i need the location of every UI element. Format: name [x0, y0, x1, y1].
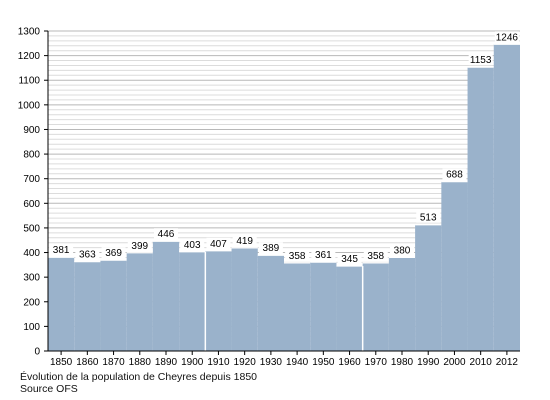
data-label-bg [311, 249, 336, 261]
y-tick-label: 1300 [18, 27, 41, 38]
y-tick-label: 400 [23, 248, 40, 259]
data-label: 358 [289, 251, 306, 262]
data-label: 358 [367, 251, 384, 262]
bar-1970 [362, 262, 389, 351]
y-tick-label: 300 [23, 273, 40, 284]
bar-1950 [310, 262, 337, 351]
data-label-bg [180, 238, 205, 250]
y-tick-label: 900 [23, 125, 40, 136]
data-label-bg [416, 211, 441, 223]
data-label: 361 [315, 250, 332, 261]
data-label: 381 [53, 245, 70, 256]
bar-1960 [336, 266, 363, 351]
y-tick-label: 600 [23, 199, 40, 210]
data-label: 513 [420, 213, 437, 224]
data-label: 1153 [470, 55, 492, 66]
axis-layer: 0 100 200 300 400 500 600 700 800 900 1000 1100 1200… [18, 27, 520, 368]
x-tick-label: 1910 [207, 357, 230, 368]
x-tick-label: 1850 [50, 357, 73, 368]
bar-1930 [257, 255, 284, 351]
data-label: 389 [263, 243, 280, 254]
bar-1870 [100, 260, 127, 351]
x-tick-label: 2000 [443, 357, 466, 368]
x-tick-label: 1960 [338, 357, 361, 368]
bar-1880 [126, 252, 153, 351]
data-label-bg [75, 248, 100, 260]
data-label-bg [127, 239, 152, 251]
data-label-bg [232, 234, 257, 246]
y-tick-label: 500 [23, 223, 40, 234]
data-label-bg [363, 249, 388, 261]
y-tick-label: 1200 [18, 51, 41, 62]
x-tick-label: 1900 [181, 357, 204, 368]
x-tick-label: 1870 [102, 357, 125, 368]
bar-1920 [231, 247, 258, 351]
data-label-bg [258, 242, 283, 254]
bar-2000 [441, 181, 468, 351]
y-tick-label: 0 [34, 347, 40, 358]
chart-svg: 0 100 200 300 400 500 600 700 800 900 1000 1100 1200… [18, 27, 520, 368]
data-label-bg [442, 168, 467, 180]
x-tick-label: 1930 [260, 357, 283, 368]
bar-2010 [467, 67, 494, 351]
bar-1990 [415, 224, 442, 351]
data-label: 407 [210, 239, 227, 250]
x-tick-label: 1970 [365, 357, 388, 368]
data-label: 403 [184, 240, 201, 251]
bar-1900 [179, 251, 206, 351]
x-tick-label: 1920 [234, 357, 257, 368]
y-tick-label: 1000 [18, 100, 41, 111]
data-label: 380 [394, 245, 411, 256]
data-label: 1246 [496, 32, 519, 43]
x-tick-label: 2012 [496, 357, 519, 368]
bar-1860 [74, 261, 101, 351]
data-label-bg [49, 244, 74, 256]
data-label: 688 [446, 170, 463, 181]
bar-2012 [493, 44, 520, 352]
bar-1980 [388, 257, 416, 351]
y-tick-label: 1100 [18, 76, 40, 87]
x-tick-label: 1880 [129, 357, 152, 368]
data-label-bg [337, 253, 362, 265]
data-label-bg [494, 31, 519, 43]
data-label-bg [101, 247, 126, 259]
y-tick-label: 100 [23, 322, 40, 333]
data-label: 363 [79, 250, 96, 261]
caption-title: Évolution de la population de Cheyres de… [20, 371, 258, 383]
data-label: 446 [158, 229, 175, 240]
x-tick-label: 1890 [155, 357, 178, 368]
data-label-bg [206, 237, 231, 249]
bar-1850 [48, 257, 75, 351]
x-tick-label: 1980 [391, 357, 414, 368]
x-tick-label: 1860 [76, 357, 99, 368]
bar-1890 [152, 241, 180, 351]
data-label-bg [390, 244, 414, 256]
data-label: 345 [341, 254, 358, 265]
bar-layer [48, 43, 520, 352]
x-tick-label: 1990 [417, 357, 440, 368]
data-label-bg [154, 228, 178, 240]
caption-source: Source OFS [20, 383, 78, 395]
bar-1910 [205, 250, 232, 351]
x-tick-label: 2010 [470, 357, 493, 368]
y-tick-label: 700 [23, 174, 40, 185]
data-label: 369 [105, 248, 122, 259]
y-tick-label: 800 [23, 150, 40, 161]
data-label: 399 [131, 241, 148, 252]
data-label-bg [468, 54, 493, 66]
x-tick-label: 1950 [312, 357, 335, 368]
y-tick-label: 200 [23, 297, 40, 308]
data-label: 419 [236, 236, 253, 247]
bar-1940 [284, 262, 311, 351]
data-label-bg [285, 249, 310, 261]
label-layer: 381 363 369 399 446 403 407 419 389 358 361 345 358 3… [49, 31, 519, 265]
x-tick-label: 1940 [286, 357, 309, 368]
